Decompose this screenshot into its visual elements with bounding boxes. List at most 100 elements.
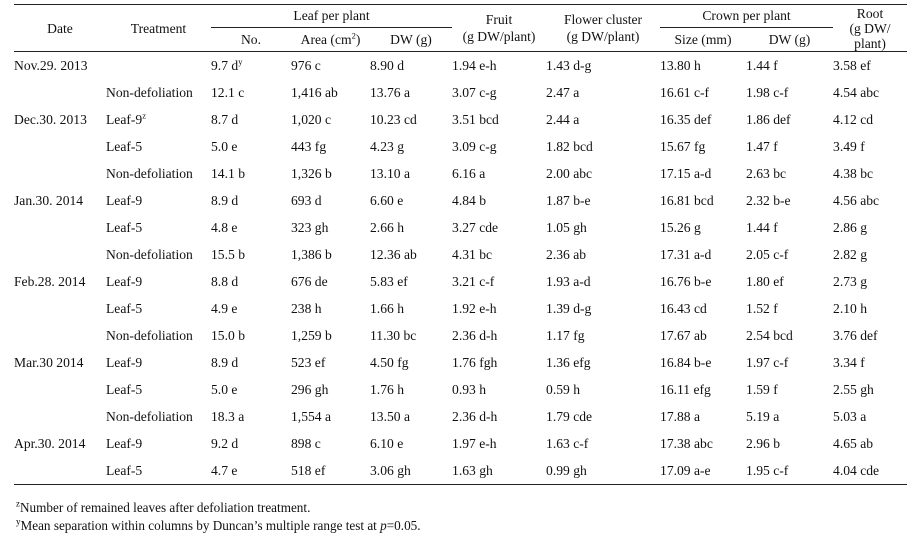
cell-leaf-area: 1,326 b: [291, 160, 370, 187]
table-body: Nov.29. 2013 9.7 dy 976 c 8.90 d 1.94 e-h 1.4…: [14, 52, 908, 485]
cell-crown-dw: 5.19 a: [746, 403, 833, 430]
cell-root: 3.76 def: [833, 322, 907, 349]
cell-leaf-no-text: 4.7 e: [211, 462, 238, 478]
cell-leaf-dw: 10.23 cd: [370, 106, 452, 133]
cell-fruit-text: 2.36 d-h: [452, 408, 498, 424]
cell-date: [14, 133, 106, 160]
cell-flower-cluster-text: 1.36 efg: [546, 354, 591, 370]
header-fruit: Fruit (g DW/plant): [452, 4, 547, 52]
cell-root: 4.56 abc: [833, 187, 907, 214]
cell-treatment-text: Leaf-9: [106, 192, 143, 208]
cell-crown-dw-text: 1.59 f: [746, 381, 778, 397]
cell-flower-cluster: 2.44 a: [546, 106, 660, 133]
table-row: Dec.30. 2013 Leaf-9z 8.7 d 1,020 c 10.23 cd 3…: [14, 106, 907, 133]
cell-root: 2.10 h: [833, 295, 907, 322]
cell-treatment: Leaf-9z: [106, 106, 211, 133]
cell-flower-cluster: 1.17 fg: [546, 322, 660, 349]
cell-crown-size: 16.11 efg: [660, 376, 746, 403]
cell-leaf-dw: 4.23 g: [370, 133, 452, 160]
cell-flower-cluster-text: 2.00 abc: [546, 165, 593, 181]
cell-root-text: 4.12 cd: [833, 111, 874, 127]
cell-fruit: 1.92 e-h: [452, 295, 546, 322]
data-table: Date Treatment Leaf per plant Fruit (g D…: [14, 4, 908, 485]
cell-leaf-area: 898 c: [291, 430, 370, 457]
cell-leaf-no: 15.5 b: [211, 241, 291, 268]
cell-treatment: Leaf-9: [106, 430, 211, 457]
cell-root-text: 3.76 def: [833, 327, 878, 343]
cell-leaf-dw-text: 5.83 ef: [370, 273, 408, 289]
cell-treatment: Leaf-5: [106, 457, 211, 485]
table-row: Non-defoliation 15.0 b 1,259 b 11.30 bc 2.36…: [14, 322, 907, 349]
cell-root: 5.03 a: [833, 403, 907, 430]
cell-treatment-text: Leaf-9: [106, 354, 143, 370]
cell-treatment: Leaf-5: [106, 214, 211, 241]
header-leaf-no: No.: [211, 27, 291, 52]
cell-crown-size: 15.67 fg: [660, 133, 746, 160]
cell-crown-dw-text: 1.97 c-f: [746, 354, 789, 370]
cell-treatment: Non-defoliation: [106, 403, 211, 430]
cell-leaf-no-text: 9.7 d: [211, 57, 239, 73]
header-root-line2: (g DW/: [849, 20, 891, 36]
cell-root: 4.38 bc: [833, 160, 907, 187]
footnote-y-mark: y: [16, 516, 21, 527]
cell-leaf-area-text: 1,326 b: [291, 165, 332, 181]
cell-leaf-dw-text: 2.66 h: [370, 219, 404, 235]
cell-crown-size: 15.26 g: [660, 214, 746, 241]
table-row: Feb.28. 2014 Leaf-9 8.8 d 676 de 5.83 ef 3.21…: [14, 268, 907, 295]
cell-crown-dw: 1.59 f: [746, 376, 833, 403]
cell-date: Feb.28. 2014: [14, 268, 106, 295]
cell-leaf-area-text: 1,020 c: [291, 111, 332, 127]
cell-leaf-dw: 11.30 bc: [370, 322, 452, 349]
cell-leaf-no: 14.1 b: [211, 160, 291, 187]
cell-flower-cluster: 2.00 abc: [546, 160, 660, 187]
cell-leaf-dw-text: 11.30 bc: [370, 327, 417, 343]
cell-crown-dw-text: 2.96 b: [746, 435, 780, 451]
cell-leaf-no-text: 4.8 e: [211, 219, 238, 235]
cell-leaf-dw-text: 4.23 g: [370, 138, 404, 154]
table-header: Date Treatment Leaf per plant Fruit (g D…: [14, 4, 908, 52]
cell-flower-cluster: 2.47 a: [546, 79, 660, 106]
cell-fruit-text: 1.63 gh: [452, 462, 493, 478]
cell-flower-cluster-text: 1.63 c-f: [546, 435, 589, 451]
cell-leaf-dw: 13.50 a: [370, 403, 452, 430]
cell-flower-cluster-text: 0.59 h: [546, 381, 580, 397]
cell-crown-dw-text: 1.44 f: [746, 219, 778, 235]
cell-date: [14, 79, 106, 106]
cell-leaf-area-text: 1,386 b: [291, 246, 332, 262]
cell-flower-cluster-text: 1.87 b-e: [546, 192, 591, 208]
header-leaf-area-text: Area (cm: [300, 31, 352, 47]
cell-crown-size-text: 17.67 ab: [660, 327, 707, 343]
cell-fruit-text: 3.27 cde: [452, 219, 499, 235]
table-row: Leaf-5 5.0 e 296 gh 1.76 h 0.93 h 0.59 h 16.11…: [14, 376, 907, 403]
footnote-z-mark: z: [16, 498, 20, 509]
cell-flower-cluster-text: 1.93 a-d: [546, 273, 591, 289]
cell-leaf-dw: 1.76 h: [370, 376, 452, 403]
cell-date-text: Jan.30. 2014: [14, 192, 84, 208]
cell-leaf-area: 1,386 b: [291, 241, 370, 268]
cell-crown-size-text: 16.61 c-f: [660, 84, 710, 100]
cell-fruit: 3.51 bcd: [452, 106, 546, 133]
cell-fruit-text: 4.84 b: [452, 192, 486, 208]
cell-treatment-text: Non-defoliation: [106, 327, 193, 343]
cell-crown-size-text: 16.43 cd: [660, 300, 707, 316]
cell-crown-size-text: 16.76 b-e: [660, 273, 712, 289]
cell-leaf-dw: 3.06 gh: [370, 457, 453, 485]
cell-treatment-text: Leaf-5: [106, 138, 143, 154]
cell-leaf-area: 296 gh: [291, 376, 370, 403]
header-flower-line1: Flower cluster: [563, 12, 643, 27]
cell-root-text: 2.73 g: [833, 273, 867, 289]
cell-leaf-dw: 13.10 a: [370, 160, 452, 187]
table-row: Non-defoliation 12.1 c 1,416 ab 13.76 a 3.07…: [14, 79, 907, 106]
cell-leaf-no-text: 8.9 d: [211, 354, 239, 370]
cell-flower-cluster-text: 1.79 cde: [546, 408, 593, 424]
cell-leaf-dw: 13.76 a: [370, 79, 452, 106]
cell-leaf-no-text: 15.0 b: [211, 327, 245, 343]
cell-root: 4.04 cde: [833, 457, 908, 485]
cell-leaf-no-text: 5.0 e: [211, 381, 238, 397]
cell-date: Dec.30. 2013: [14, 106, 106, 133]
cell-treatment-text: Leaf-5: [106, 300, 143, 316]
cell-crown-dw-text: 2.05 c-f: [746, 246, 789, 262]
cell-leaf-area-text: 443 fg: [291, 138, 327, 154]
cell-date: [14, 376, 106, 403]
cell-crown-dw-text: 1.86 def: [746, 111, 791, 127]
